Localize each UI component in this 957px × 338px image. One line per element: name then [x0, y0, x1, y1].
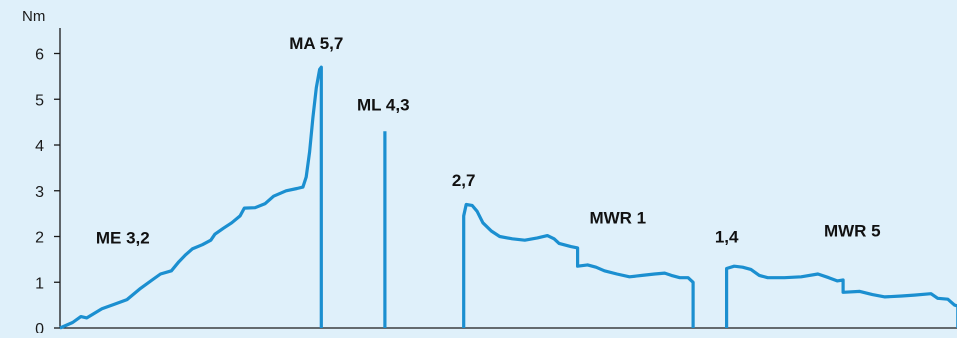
torque-series-3: [462, 202, 695, 328]
annotation-label: MWR 5: [824, 222, 881, 241]
y-tick-label: 5: [35, 92, 44, 109]
y-tick-label: 0: [35, 321, 44, 333]
y-tick-label: 4: [35, 138, 44, 155]
y-tick-label: 2: [35, 230, 44, 247]
annotation-label: MWR 1: [589, 209, 646, 228]
annotation-label: 1,4: [715, 227, 739, 246]
annotation-label: 2,7: [452, 171, 476, 190]
torque-series-4: [724, 264, 957, 328]
torque-series-1: [59, 65, 323, 330]
annotation-label: ME 3,2: [96, 228, 150, 247]
y-axis-unit-label: Nm: [22, 8, 45, 25]
y-tick-label: 6: [35, 47, 44, 64]
annotation-label: MA 5,7: [289, 34, 343, 53]
y-tick-label: 3: [35, 184, 44, 201]
annotation-label: ML 4,3: [357, 96, 410, 115]
y-tick-label: 1: [35, 275, 44, 292]
